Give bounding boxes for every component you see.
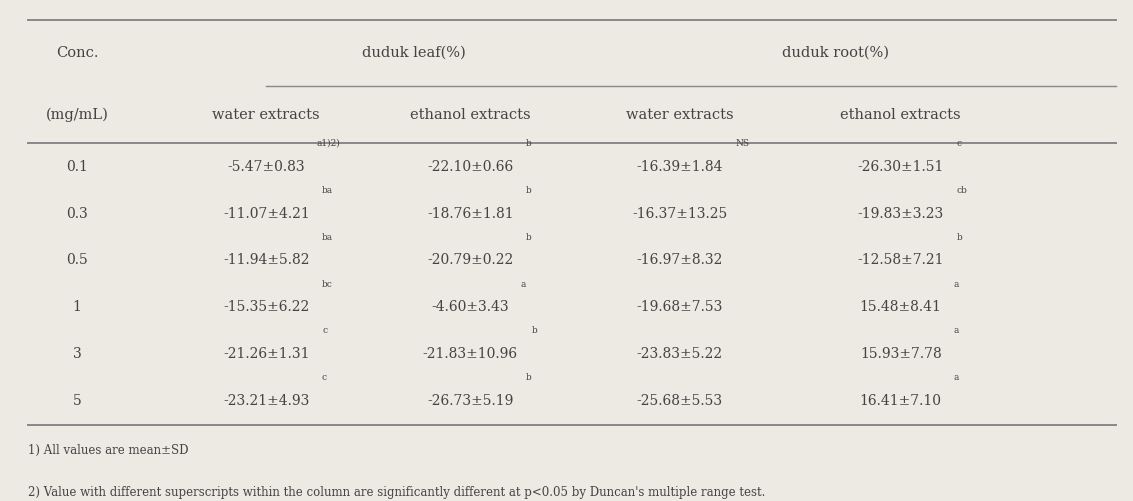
Text: -19.83±3.23: -19.83±3.23 — [858, 206, 944, 220]
Text: b: b — [526, 373, 531, 382]
Text: -11.94±5.82: -11.94±5.82 — [223, 254, 309, 268]
Text: water extracts: water extracts — [213, 108, 320, 122]
Text: 0.3: 0.3 — [66, 206, 88, 220]
Text: c: c — [322, 327, 327, 336]
Text: ba: ba — [322, 186, 333, 195]
Text: duduk leaf(%): duduk leaf(%) — [361, 46, 466, 60]
Text: ethanol extracts: ethanol extracts — [841, 108, 961, 122]
Text: ethanol extracts: ethanol extracts — [410, 108, 530, 122]
Text: bc: bc — [322, 280, 333, 289]
Text: a: a — [954, 327, 959, 336]
Text: -20.79±0.22: -20.79±0.22 — [427, 254, 513, 268]
Text: 15.48±8.41: 15.48±8.41 — [860, 301, 942, 315]
Text: c: c — [956, 139, 962, 148]
Text: a: a — [520, 280, 526, 289]
Text: ba: ba — [322, 232, 333, 241]
Text: -18.76±1.81: -18.76±1.81 — [427, 206, 513, 220]
Text: cb: cb — [956, 186, 968, 195]
Text: Conc.: Conc. — [56, 46, 99, 60]
Text: -16.37±13.25: -16.37±13.25 — [632, 206, 727, 220]
Text: -12.58±7.21: -12.58±7.21 — [858, 254, 944, 268]
Text: duduk root(%): duduk root(%) — [782, 46, 889, 60]
Text: c: c — [322, 373, 327, 382]
Text: -26.30±1.51: -26.30±1.51 — [858, 160, 944, 174]
Text: -21.26±1.31: -21.26±1.31 — [223, 347, 309, 361]
Text: a: a — [954, 280, 959, 289]
Text: -25.68±5.53: -25.68±5.53 — [637, 394, 723, 408]
Text: 15.93±7.78: 15.93±7.78 — [860, 347, 942, 361]
Text: b: b — [531, 327, 537, 336]
Text: -11.07±4.21: -11.07±4.21 — [223, 206, 309, 220]
Text: -26.73±5.19: -26.73±5.19 — [427, 394, 513, 408]
Text: 16.41±7.10: 16.41±7.10 — [860, 394, 942, 408]
Text: a: a — [954, 373, 959, 382]
Text: (mg/mL): (mg/mL) — [45, 108, 109, 122]
Text: -21.83±10.96: -21.83±10.96 — [423, 347, 518, 361]
Text: 0.5: 0.5 — [66, 254, 88, 268]
Text: 1) All values are mean±SD: 1) All values are mean±SD — [28, 444, 189, 457]
Text: -23.21±4.93: -23.21±4.93 — [223, 394, 309, 408]
Text: -5.47±0.83: -5.47±0.83 — [228, 160, 305, 174]
Text: -4.60±3.43: -4.60±3.43 — [432, 301, 509, 315]
Text: b: b — [956, 232, 962, 241]
Text: 1: 1 — [73, 301, 82, 315]
Text: -16.97±8.32: -16.97±8.32 — [637, 254, 723, 268]
Text: -19.68±7.53: -19.68±7.53 — [637, 301, 723, 315]
Text: 3: 3 — [73, 347, 82, 361]
Text: -15.35±6.22: -15.35±6.22 — [223, 301, 309, 315]
Text: water extracts: water extracts — [627, 108, 733, 122]
Text: NS: NS — [735, 139, 750, 148]
Text: -16.39±1.84: -16.39±1.84 — [637, 160, 723, 174]
Text: 2) Value with different superscripts within the column are significantly differe: 2) Value with different superscripts wit… — [28, 486, 766, 499]
Text: 5: 5 — [73, 394, 82, 408]
Text: a1)2): a1)2) — [316, 139, 340, 148]
Text: -22.10±0.66: -22.10±0.66 — [427, 160, 513, 174]
Text: b: b — [526, 232, 531, 241]
Text: b: b — [526, 186, 531, 195]
Text: -23.83±5.22: -23.83±5.22 — [637, 347, 723, 361]
Text: 0.1: 0.1 — [66, 160, 88, 174]
Text: b: b — [526, 139, 531, 148]
